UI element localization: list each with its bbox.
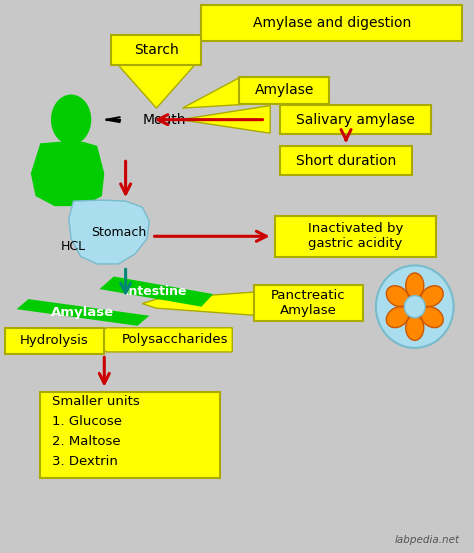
FancyBboxPatch shape <box>40 392 220 478</box>
Text: Starch: Starch <box>134 43 179 58</box>
Text: HCL: HCL <box>61 240 86 253</box>
Polygon shape <box>118 65 194 108</box>
Text: Intestine: Intestine <box>125 285 188 298</box>
Text: Amylase: Amylase <box>255 84 314 97</box>
FancyBboxPatch shape <box>254 285 363 321</box>
Text: 1. Glucose: 1. Glucose <box>52 415 122 428</box>
Polygon shape <box>182 76 242 108</box>
Polygon shape <box>100 276 213 307</box>
Polygon shape <box>31 142 104 206</box>
Text: Amylase and digestion: Amylase and digestion <box>253 15 411 30</box>
Ellipse shape <box>386 307 409 327</box>
FancyBboxPatch shape <box>239 77 329 105</box>
Text: Amylase: Amylase <box>51 306 115 319</box>
FancyBboxPatch shape <box>111 35 201 65</box>
Text: Stomach: Stomach <box>91 226 146 239</box>
Text: 2. Maltose: 2. Maltose <box>52 435 121 448</box>
FancyBboxPatch shape <box>201 4 462 41</box>
Polygon shape <box>17 299 149 326</box>
Polygon shape <box>88 328 232 352</box>
FancyBboxPatch shape <box>280 105 431 134</box>
Text: Smaller units: Smaller units <box>52 395 140 408</box>
Circle shape <box>404 296 425 318</box>
FancyBboxPatch shape <box>280 147 412 175</box>
Circle shape <box>376 265 454 348</box>
Ellipse shape <box>51 95 91 145</box>
Text: Polysaccharides: Polysaccharides <box>122 333 228 346</box>
Text: Inactivated by
gastric acidity: Inactivated by gastric acidity <box>308 222 403 251</box>
Ellipse shape <box>421 286 443 306</box>
Polygon shape <box>180 106 270 133</box>
Text: Salivary amylase: Salivary amylase <box>296 113 415 127</box>
Polygon shape <box>142 291 261 316</box>
Text: 3. Dextrin: 3. Dextrin <box>52 455 118 468</box>
Ellipse shape <box>421 307 443 327</box>
FancyBboxPatch shape <box>275 216 436 257</box>
Polygon shape <box>69 200 149 264</box>
Text: Hydrolysis: Hydrolysis <box>20 335 89 347</box>
Ellipse shape <box>386 286 409 306</box>
Text: labpedia.net: labpedia.net <box>395 535 460 545</box>
FancyBboxPatch shape <box>5 328 104 354</box>
Ellipse shape <box>406 315 424 340</box>
Ellipse shape <box>406 273 424 298</box>
Text: Short duration: Short duration <box>296 154 396 168</box>
Text: Panctreatic
Amylase: Panctreatic Amylase <box>271 289 346 317</box>
Text: Mouth: Mouth <box>142 113 186 127</box>
